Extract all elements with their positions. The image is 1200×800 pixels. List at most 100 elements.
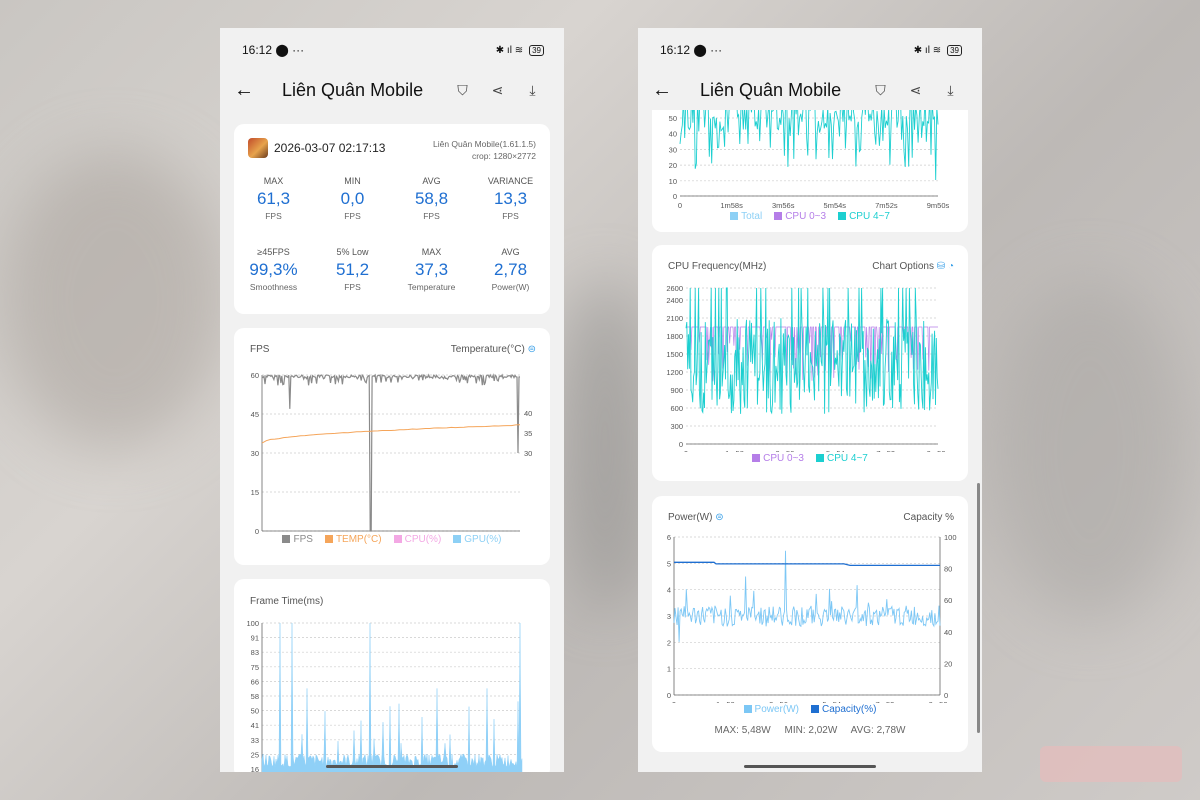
legend-item[interactable]: CPU(%) (393, 534, 441, 545)
stat-item: MIN 0,0 FPS (313, 176, 392, 221)
legend-item[interactable]: CPU 4~7 (838, 211, 890, 222)
legend-item[interactable]: CPU 4~7 (816, 453, 868, 464)
chart-options-button[interactable]: Chart Options ⛁ ◔ (872, 261, 954, 272)
status-bar: 16:12 ⬤ ··· ✱ ıl ≋ 39 (638, 28, 982, 72)
y-tick-label: 4 (667, 586, 671, 595)
pie-icon: ◔ (947, 261, 954, 272)
cpu-load-chart: 50 40 30 20 10 00 1m58s 3m56s 5m54s 7m52s 9m50s (669, 110, 950, 210)
power-summary: MAX: 5,48W MIN: 2,02W AVG: 2,78W (714, 725, 906, 736)
y-tick-label: 40 (669, 130, 677, 139)
y-tick-label: 6 (667, 533, 671, 542)
legend-swatch (730, 212, 739, 220)
stat-title: MAX (263, 176, 284, 186)
y-tick-label: 2400 (666, 296, 683, 305)
legend-item[interactable]: TEMP(°C) (324, 534, 382, 545)
stat-value: 58,8 (414, 189, 449, 208)
y-tick-label: 83 (251, 648, 259, 657)
legend-item[interactable]: Total (730, 211, 762, 222)
y-tick-label: 41 (251, 721, 259, 730)
fps-series (261, 373, 521, 532)
frametime-chart: 100 91 83 75 66 58 50 41 33 25 16 (246, 619, 523, 772)
fps-chart-card: FPS Temperature(°C) ⊜ 60453015001m58s3m5… (234, 328, 550, 565)
y2-tick-label: 35 (524, 429, 532, 438)
swap-icon: ⊜ (715, 512, 724, 523)
y-tick-label: 0 (667, 691, 671, 700)
y-tick-label: 3 (667, 612, 671, 621)
y-tick-label: 60 (251, 371, 259, 380)
stat-value: 99,3% (249, 260, 298, 279)
phone-screen-right: 16:12 ⬤ ··· ✱ ıl ≋ 39 ← Liên Quân Mobile … (638, 28, 982, 772)
frametime-chart-title: Frame Time(ms) (250, 596, 324, 607)
y-tick-label: 58 (251, 692, 259, 701)
y2-tick-label: 40 (944, 628, 952, 637)
session-datetime: 2026-03-07 02:17:13 (274, 141, 386, 155)
temperature-toggle[interactable]: Temperature(°C) ⊜ (450, 344, 536, 355)
status-bar: 16:12 ⬤ ··· ✱ ıl ≋ 39 (220, 28, 564, 72)
legend-label: CPU 0~3 (785, 211, 827, 222)
legend-label: Capacity(%) (821, 704, 877, 715)
power-toggle[interactable]: Power(W) ⊜ (668, 512, 724, 523)
home-indicator[interactable] (744, 765, 876, 768)
frametime-chart-card: Frame Time(ms) 100 91 83 75 66 58 50 41 33 25 16 (234, 579, 550, 772)
filter-icon[interactable]: ⛉ (457, 81, 468, 98)
legend-label: FPS (293, 534, 313, 545)
power-chart-card: Power(W) ⊜ Capacity % 6 5 4 3 2 1 0 100 80 60 40 20… (652, 496, 968, 752)
x-tick-label: 1m58s (725, 449, 748, 452)
x-tick-label: 3m56s (769, 700, 792, 703)
cpu-4-7-series (685, 287, 939, 415)
fps-chart-title: FPS (250, 344, 270, 355)
y-tick-label: 1 (667, 665, 671, 674)
top-bar: ← Liên Quân Mobile ⛉ ⋖ ⤓ (220, 72, 564, 108)
y-tick-label: 0 (673, 192, 677, 201)
y-tick-label: 45 (251, 410, 259, 419)
app-icon (248, 138, 268, 158)
y-tick-label: 0 (679, 440, 683, 449)
back-arrow-icon[interactable]: ← (652, 78, 672, 101)
x-tick-label: 0 (678, 201, 682, 210)
y-tick-label: 2 (667, 638, 671, 647)
share-icon[interactable]: ⋖ (909, 81, 922, 98)
legend-item[interactable]: Power(W) (743, 704, 799, 715)
legend-item[interactable]: GPU(%) (453, 534, 502, 545)
legend-swatch (810, 705, 819, 713)
phone-screen-left: 16:12 ⬤ ··· ✱ ıl ≋ 39 ← Liên Quân Mobile … (220, 28, 564, 772)
x-tick-label: 1m58s (720, 201, 743, 210)
stat-unit: FPS (344, 282, 361, 292)
y2-tick-label: 80 (944, 565, 952, 574)
download-icon[interactable]: ⤓ (947, 81, 954, 98)
stat-title: ≥45FPS (257, 247, 290, 257)
legend-item[interactable]: Capacity(%) (810, 704, 877, 715)
stat-item: MAX 61,3 FPS (234, 176, 313, 221)
y-tick-label: 30 (251, 449, 259, 458)
share-icon[interactable]: ⋖ (491, 81, 504, 98)
scrollbar[interactable] (977, 483, 980, 733)
watermark-badge (1040, 746, 1182, 782)
stack-icon: ⛁ (936, 261, 946, 272)
status-time: 16:12 (660, 43, 691, 57)
y-tick-label: 300 (670, 422, 683, 431)
legend-item[interactable]: FPS (282, 534, 313, 545)
y-tick-label: 1200 (666, 368, 683, 377)
home-indicator[interactable] (326, 765, 458, 768)
y-tick-label: 5 (667, 559, 671, 568)
fps-chart: 60453015001m58s3m56s5m54s7m52s9m50s40353… (251, 371, 533, 545)
stat-value: 51,2 (335, 260, 370, 279)
stat-item: VARIANCE 13,3 FPS (471, 176, 550, 221)
y2-tick-label: 0 (944, 691, 948, 700)
legend-label: TEMP(°C) (335, 534, 382, 545)
filter-icon[interactable]: ⛉ (875, 81, 886, 98)
legend-swatch (282, 535, 291, 543)
top-bar: ← Liên Quân Mobile ⛉ ⋖ ⤓ (638, 72, 982, 108)
y-tick-label: 91 (251, 634, 259, 643)
legend-item[interactable]: CPU 0~3 (774, 211, 826, 222)
x-tick-label: 9m50s (927, 449, 950, 452)
battery-icon: 39 (947, 44, 962, 56)
scroll-area[interactable]: 50 40 30 20 10 0 0 1m58s 3m56s 5m54s 7m52s 9m50s To… (638, 110, 982, 766)
download-icon[interactable]: ⤓ (529, 81, 536, 98)
legend-item[interactable]: CPU 0~3 (752, 453, 804, 464)
status-icons: ✱ ıl ≋ (913, 44, 942, 56)
page-title: Liên Quân Mobile (700, 79, 842, 100)
back-arrow-icon[interactable]: ← (234, 78, 254, 101)
stat-unit: FPS (502, 211, 519, 221)
cpu-frequency-legend: CPU 0~3 CPU 4~7 (652, 453, 968, 464)
